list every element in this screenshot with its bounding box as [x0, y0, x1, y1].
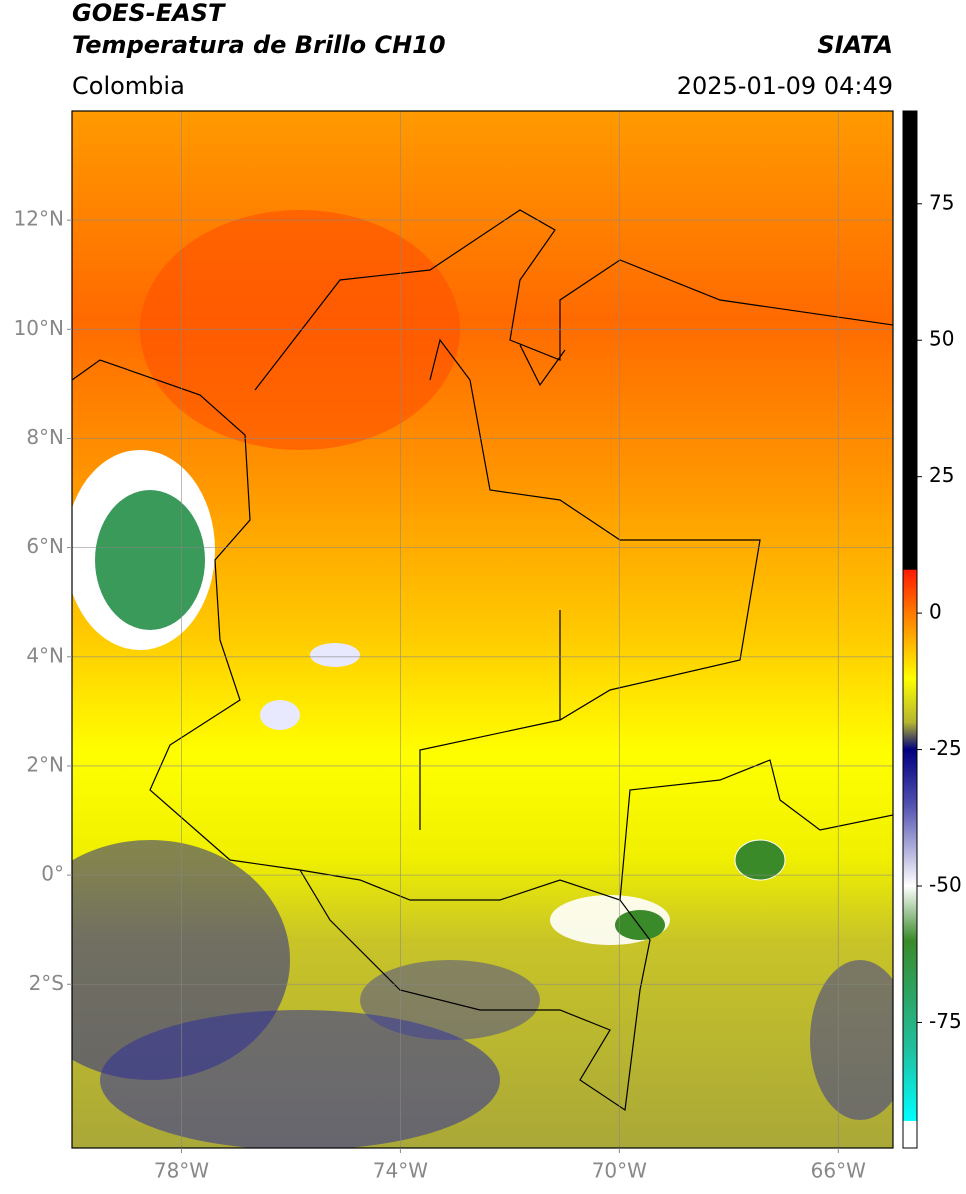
region: Colombia [72, 72, 185, 100]
y-tick-label: 10°N [14, 316, 64, 340]
y-tick-label: 2°S [29, 971, 64, 995]
colorbar-tick-label: -50 [929, 873, 962, 897]
source: SIATA [817, 31, 893, 59]
y-tick-label: 12°N [14, 207, 64, 231]
colorbar-tick-label: -75 [929, 1009, 962, 1033]
y-tick-label: 4°N [26, 643, 64, 667]
y-tick-label: 0° [41, 862, 64, 886]
datetime: 2025-01-09 04:49 [677, 72, 893, 100]
y-tick-label: 2°N [26, 752, 64, 776]
colorbar [902, 110, 918, 1149]
y-tick-label: 8°N [26, 425, 64, 449]
y-tick-label: 6°N [26, 534, 64, 558]
x-tick-label: 70°W [592, 1159, 647, 1183]
colorbar-tick-label: 50 [929, 327, 954, 351]
colorbar-tick-label: 25 [929, 463, 954, 487]
x-tick-label: 78°W [154, 1159, 209, 1183]
colorbar-tick-label: -25 [929, 736, 962, 760]
title: GOES-EAST [72, 0, 226, 27]
x-tick-label: 74°W [373, 1159, 428, 1183]
map-image [72, 111, 893, 1148]
map-frame [71, 110, 894, 1149]
x-tick-label: 66°W [811, 1159, 866, 1183]
colorbar-tick-label: 0 [929, 600, 942, 624]
subtitle: Temperatura de Brillo CH10 [72, 31, 446, 59]
colorbar-tick-label: 75 [929, 190, 954, 214]
